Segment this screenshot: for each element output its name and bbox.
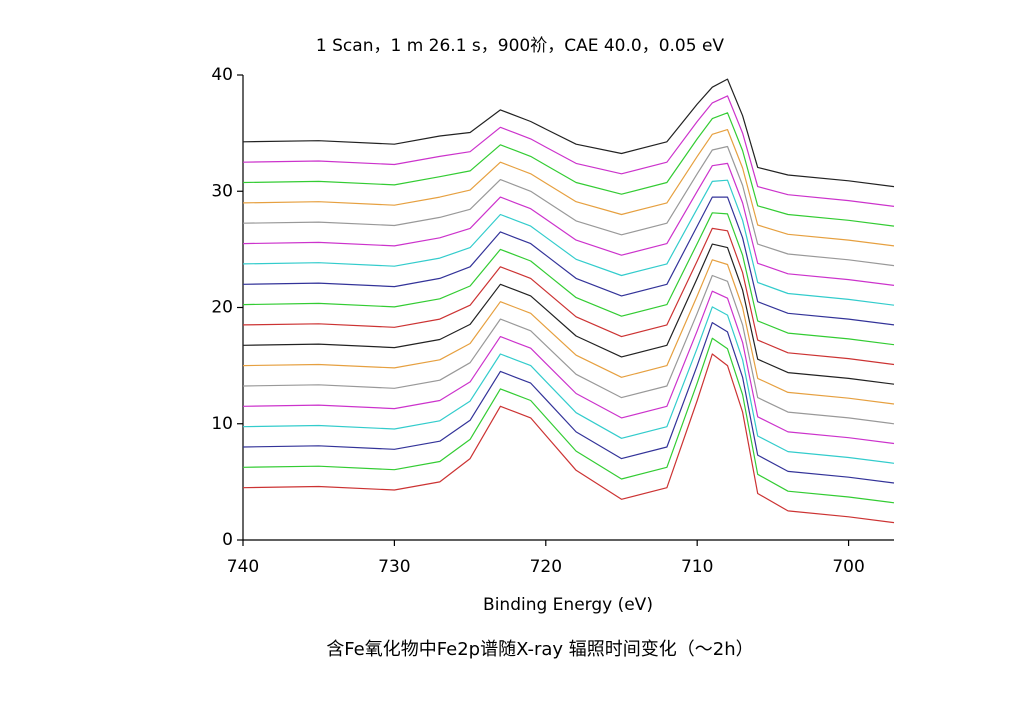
x-tick-label: 740	[227, 557, 259, 577]
spectrum-line	[242, 353, 895, 524]
x-tick-label: 720	[530, 557, 562, 577]
spectrum-line	[242, 179, 895, 306]
spectrum-line	[242, 322, 895, 484]
chart-title: 1 Scan，1 m 26.1 s，900祄，CAE 40.0，0.05 eV	[316, 35, 725, 56]
y-tick-label: 30	[211, 181, 233, 201]
spectrum-line	[242, 78, 895, 188]
spectrum-line	[242, 290, 895, 445]
x-tick-label: 730	[378, 557, 410, 577]
spectrum-line	[242, 243, 895, 385]
caption: 含Fe氧化物中Fe2p谱随X-ray 辐照时间变化（～2h）	[326, 639, 753, 660]
spectrum-line	[242, 259, 895, 405]
spectrum-line	[242, 337, 895, 504]
spectrum-line	[242, 95, 895, 207]
y-tick-label: 10	[211, 414, 233, 434]
y-tick-label: 40	[211, 65, 233, 85]
x-tick-label: 700	[832, 557, 864, 577]
spectrum-line	[242, 274, 895, 425]
spectrum-line	[242, 129, 895, 247]
y-tick-label: 20	[211, 298, 233, 318]
y-tick-label: 0	[222, 530, 233, 550]
spectrum-line	[242, 196, 895, 326]
x-axis-label: Binding Energy (eV)	[483, 595, 653, 615]
spectrum-line	[242, 227, 895, 366]
spectrum-line	[242, 112, 895, 227]
spectrum-line	[242, 306, 895, 464]
spectrum-line	[242, 162, 895, 286]
x-tick-label: 710	[681, 557, 713, 577]
spectrum-line	[242, 145, 895, 267]
spectrum-line	[242, 212, 895, 346]
